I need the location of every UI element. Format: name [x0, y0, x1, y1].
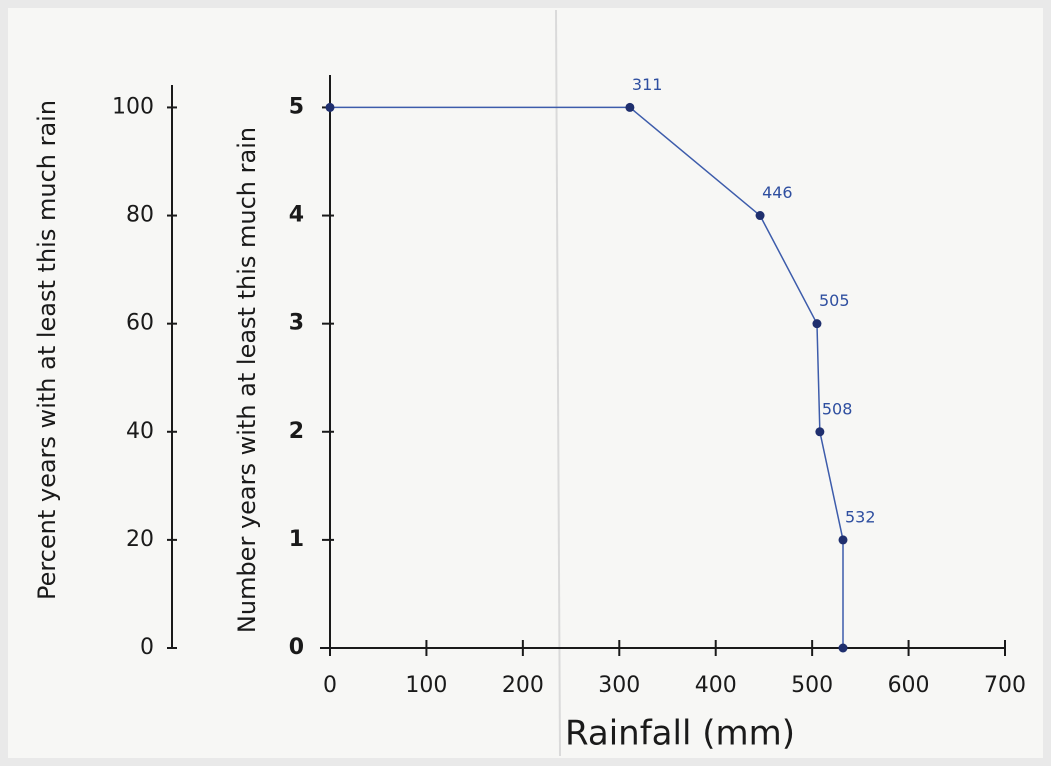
paper-fold [555, 9, 561, 757]
data-label: 311 [632, 75, 663, 94]
y2-tick-label: 60 [126, 311, 154, 336]
y-tick-label: 1 [289, 527, 304, 552]
data-point [838, 643, 848, 653]
paper [8, 8, 1043, 758]
y2-axis-title: Percent years with at least this much ra… [33, 100, 61, 600]
y-tick-label: 5 [289, 94, 304, 119]
data-point [325, 102, 335, 112]
y-tick-label: 2 [289, 419, 304, 444]
data-label: 446 [762, 183, 793, 202]
data-point [812, 319, 822, 329]
data-point [815, 427, 825, 437]
x-tick-label: 700 [984, 673, 1026, 698]
y2-tick-label: 0 [140, 635, 154, 660]
x-tick-label: 0 [323, 673, 337, 698]
y2-tick-label: 80 [126, 203, 154, 228]
data-point [838, 535, 848, 545]
y-tick-label: 0 [289, 635, 304, 660]
y-axis-title: Number years with at least this much rai… [233, 127, 261, 633]
x-axis-title: Rainfall (mm) [565, 714, 795, 754]
data-point [625, 102, 635, 112]
data-label: 505 [819, 291, 850, 310]
x-tick-label: 500 [791, 673, 833, 698]
x-tick-label: 100 [405, 673, 447, 698]
data-label: 508 [822, 399, 853, 418]
y-tick-label: 4 [289, 203, 304, 228]
y-tick-label: 3 [289, 311, 304, 336]
y2-tick-label: 20 [126, 527, 154, 552]
data-label: 532 [845, 507, 876, 526]
data-point [755, 211, 765, 221]
x-tick-label: 400 [695, 673, 737, 698]
y2-tick-label: 40 [126, 419, 154, 444]
x-tick-label: 600 [888, 673, 930, 698]
y2-tick-label: 100 [112, 94, 154, 119]
x-tick-label: 200 [502, 673, 544, 698]
x-tick-label: 300 [598, 673, 640, 698]
